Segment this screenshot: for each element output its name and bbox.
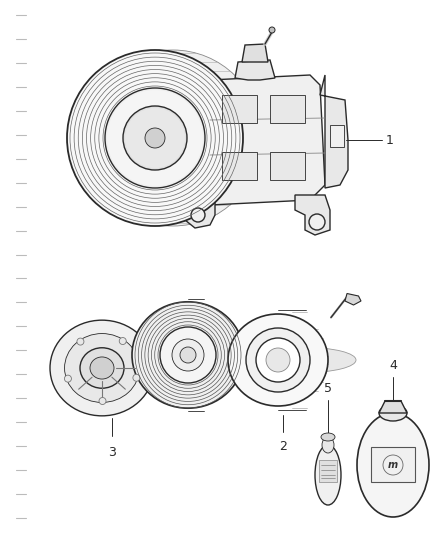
Circle shape	[309, 214, 325, 230]
Bar	[270, 95, 305, 123]
Ellipse shape	[85, 50, 261, 226]
Circle shape	[125, 108, 185, 168]
Bar	[330, 125, 344, 147]
Polygon shape	[235, 60, 275, 80]
Polygon shape	[185, 195, 215, 228]
Polygon shape	[195, 75, 325, 205]
Circle shape	[64, 375, 71, 382]
Ellipse shape	[256, 348, 356, 373]
Text: m: m	[388, 460, 398, 470]
Text: 5: 5	[324, 382, 332, 395]
Bar	[371, 447, 415, 482]
Circle shape	[266, 348, 290, 372]
Circle shape	[246, 328, 310, 392]
Ellipse shape	[379, 405, 407, 421]
Circle shape	[99, 398, 106, 405]
Circle shape	[269, 27, 275, 33]
Circle shape	[107, 90, 203, 186]
Ellipse shape	[67, 50, 243, 226]
Text: 2: 2	[279, 440, 287, 453]
Ellipse shape	[357, 413, 429, 517]
Polygon shape	[295, 195, 330, 235]
Bar	[270, 152, 305, 180]
Ellipse shape	[132, 302, 244, 408]
Ellipse shape	[315, 445, 341, 505]
Circle shape	[191, 208, 205, 222]
Circle shape	[160, 327, 216, 383]
Circle shape	[119, 337, 126, 344]
Circle shape	[123, 106, 187, 170]
Circle shape	[256, 338, 300, 382]
Text: 1: 1	[386, 133, 394, 147]
Ellipse shape	[321, 433, 335, 441]
Polygon shape	[379, 401, 407, 413]
Circle shape	[105, 88, 205, 188]
Ellipse shape	[80, 348, 124, 388]
Circle shape	[145, 128, 165, 148]
Ellipse shape	[64, 334, 139, 402]
Polygon shape	[345, 294, 361, 305]
Text: 3: 3	[108, 446, 116, 459]
Ellipse shape	[50, 320, 154, 416]
Bar	[222, 152, 257, 180]
Ellipse shape	[90, 357, 114, 379]
Ellipse shape	[148, 341, 260, 369]
Circle shape	[77, 338, 84, 345]
Text: 4: 4	[389, 359, 397, 372]
Circle shape	[180, 347, 196, 363]
Circle shape	[172, 339, 204, 371]
Ellipse shape	[322, 437, 334, 453]
Polygon shape	[320, 75, 348, 188]
Circle shape	[133, 374, 140, 381]
Bar	[222, 95, 257, 123]
Bar	[319, 460, 337, 482]
Ellipse shape	[228, 314, 328, 406]
Polygon shape	[242, 44, 268, 62]
